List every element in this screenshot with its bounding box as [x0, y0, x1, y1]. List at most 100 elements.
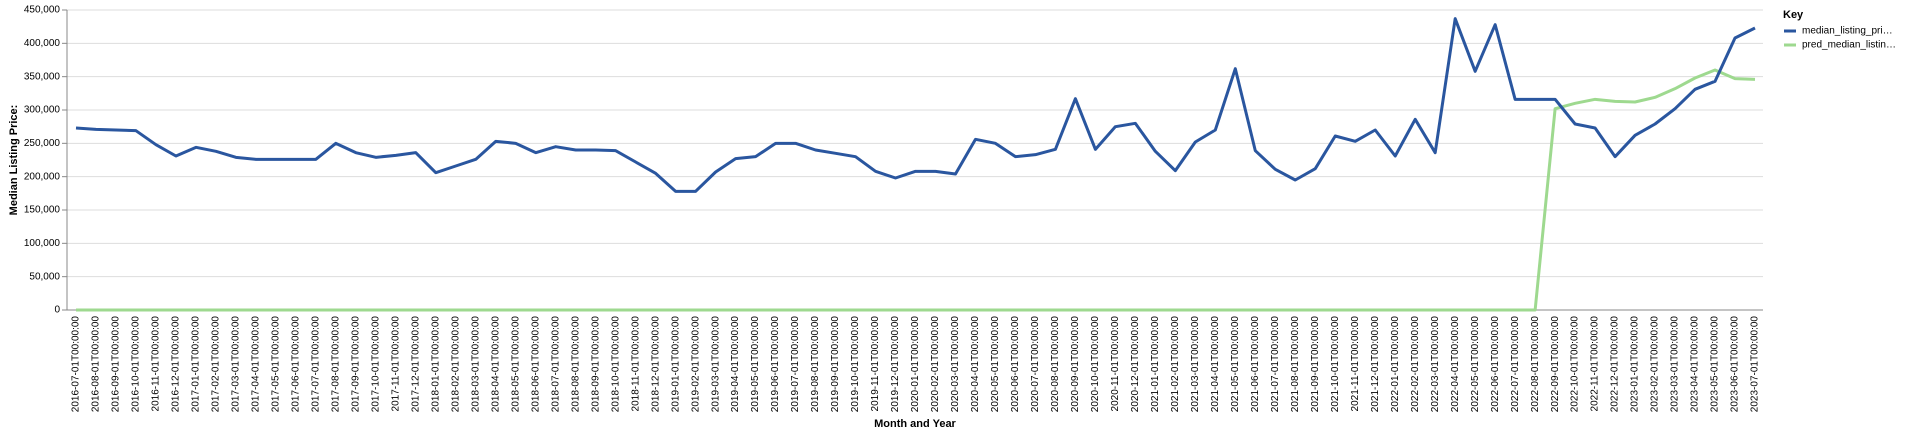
x-tick-label: 2020-02-01T00:00:00 — [930, 316, 941, 413]
y-tick-label: 250,000 — [24, 138, 61, 149]
x-tick-label: 2017-04-01T00:00:00 — [251, 316, 262, 413]
x-tick-label: 2020-11-01T00:00:00 — [1110, 316, 1121, 412]
x-tick-label: 2020-10-01T00:00:00 — [1090, 316, 1101, 413]
y-tick-label: 50,000 — [29, 271, 60, 282]
x-tick-label: 2017-11-01T00:00:00 — [390, 316, 401, 412]
x-tick-label: 2020-12-01T00:00:00 — [1130, 316, 1141, 413]
x-tick-label: 2019-04-01T00:00:00 — [730, 316, 741, 413]
x-tick-label: 2017-02-01T00:00:00 — [211, 316, 222, 413]
x-tick-label: 2022-02-01T00:00:00 — [1410, 316, 1421, 413]
x-tick-label: 2017-07-01T00:00:00 — [310, 316, 321, 413]
series-line — [76, 68, 1756, 312]
x-tick-label: 2016-10-01T00:00:00 — [131, 316, 142, 413]
x-tick-label: 2023-04-01T00:00:00 — [1690, 316, 1701, 413]
x-tick-label: 2019-03-01T00:00:00 — [710, 316, 721, 413]
legend-label: pred_median_listin… — [1802, 40, 1896, 51]
x-tick-label: 2020-08-01T00:00:00 — [1050, 316, 1061, 413]
x-tick-label: 2018-08-01T00:00:00 — [570, 316, 581, 413]
x-tick-label: 2020-05-01T00:00:00 — [990, 316, 1001, 413]
x-tick-label: 2022-01-01T00:00:00 — [1390, 316, 1401, 413]
x-tick-label: 2019-11-01T00:00:00 — [870, 316, 881, 412]
x-tick-label: 2022-03-01T00:00:00 — [1430, 316, 1441, 413]
x-tick-label: 2020-06-01T00:00:00 — [1010, 316, 1021, 413]
y-tick-label: 400,000 — [24, 38, 61, 49]
x-tick-label: 2023-03-01T00:00:00 — [1670, 316, 1681, 413]
x-tick-label: 2022-11-01T00:00:00 — [1590, 316, 1601, 412]
x-tick-label: 2016-08-01T00:00:00 — [91, 316, 102, 413]
x-tick-label: 2017-12-01T00:00:00 — [410, 316, 421, 413]
x-tick-label: 2020-09-01T00:00:00 — [1070, 316, 1081, 413]
x-tick-label: 2021-11-01T00:00:00 — [1350, 316, 1361, 412]
legend-label: median_listing_pri… — [1802, 26, 1893, 37]
x-tick-label: 2017-05-01T00:00:00 — [271, 316, 282, 413]
x-tick-label: 2020-01-01T00:00:00 — [910, 316, 921, 413]
x-tick-label: 2023-02-01T00:00:00 — [1650, 316, 1661, 413]
x-tick-label: 2023-06-01T00:00:00 — [1730, 316, 1741, 413]
x-tick-label: 2018-04-01T00:00:00 — [490, 316, 501, 413]
x-tick-label: 2018-01-01T00:00:00 — [430, 316, 441, 413]
x-tick-label: 2020-03-01T00:00:00 — [950, 316, 961, 413]
x-tick-label: 2016-09-01T00:00:00 — [111, 316, 122, 413]
x-tick-label: 2022-07-01T00:00:00 — [1510, 316, 1521, 413]
x-tick-label: 2016-12-01T00:00:00 — [171, 316, 182, 413]
x-tick-label: 2023-01-01T00:00:00 — [1630, 316, 1641, 413]
x-tick-label: 2018-09-01T00:00:00 — [590, 316, 601, 413]
x-tick-label: 2022-10-01T00:00:00 — [1570, 316, 1581, 413]
x-tick-label: 2019-01-01T00:00:00 — [670, 316, 681, 413]
x-tick-label: 2021-08-01T00:00:00 — [1290, 316, 1301, 413]
y-tick-label: 450,000 — [24, 5, 61, 16]
x-tick-label: 2021-06-01T00:00:00 — [1250, 316, 1261, 413]
x-tick-label: 2021-07-01T00:00:00 — [1270, 316, 1281, 413]
y-tick-label: 300,000 — [24, 105, 61, 116]
x-tick-label: 2023-05-01T00:00:00 — [1710, 316, 1721, 413]
x-tick-label: 2019-05-01T00:00:00 — [750, 316, 761, 413]
x-tick-label: 2022-06-01T00:00:00 — [1490, 316, 1501, 413]
x-tick-label: 2022-09-01T00:00:00 — [1550, 316, 1561, 413]
legend-title: Key — [1783, 9, 1804, 21]
x-tick-label: 2018-10-01T00:00:00 — [610, 316, 621, 413]
x-tick-label: 2018-03-01T00:00:00 — [470, 316, 481, 413]
x-tick-label: 2022-04-01T00:00:00 — [1450, 316, 1461, 413]
x-tick-label: 2017-06-01T00:00:00 — [291, 316, 302, 413]
x-tick-label: 2019-06-01T00:00:00 — [770, 316, 781, 413]
x-tick-label: 2019-09-01T00:00:00 — [830, 316, 841, 413]
x-tick-label: 2017-09-01T00:00:00 — [350, 316, 361, 413]
x-tick-label: 2018-06-01T00:00:00 — [530, 316, 541, 413]
x-tick-label: 2019-12-01T00:00:00 — [890, 316, 901, 413]
x-tick-label: 2019-08-01T00:00:00 — [810, 316, 821, 413]
x-tick-label: 2017-10-01T00:00:00 — [370, 316, 381, 413]
x-tick-label: 2016-11-01T00:00:00 — [151, 316, 162, 412]
x-tick-label: 2019-10-01T00:00:00 — [850, 316, 861, 413]
y-tick-label: 100,000 — [24, 238, 61, 249]
x-tick-label: 2021-02-01T00:00:00 — [1170, 316, 1181, 413]
x-tick-label: 2020-04-01T00:00:00 — [970, 316, 981, 413]
x-tick-label: 2022-08-01T00:00:00 — [1530, 316, 1541, 413]
x-tick-label: 2021-01-01T00:00:00 — [1150, 316, 1161, 413]
x-tick-label: 2018-12-01T00:00:00 — [650, 316, 661, 413]
series-line — [75, 17, 1756, 193]
x-tick-label: 2021-10-01T00:00:00 — [1330, 316, 1341, 413]
x-axis-title: Month and Year — [874, 418, 956, 430]
x-tick-label: 2021-12-01T00:00:00 — [1370, 316, 1381, 413]
x-tick-label: 2021-09-01T00:00:00 — [1310, 316, 1321, 413]
y-tick-label: 350,000 — [24, 71, 61, 82]
x-tick-label: 2019-07-01T00:00:00 — [790, 316, 801, 413]
y-tick-label: 0 — [54, 305, 60, 316]
y-tick-label: 200,000 — [24, 171, 61, 182]
x-tick-label: 2022-12-01T00:00:00 — [1610, 316, 1621, 413]
x-tick-label: 2021-03-01T00:00:00 — [1190, 316, 1201, 413]
x-tick-label: 2016-07-01T00:00:00 — [71, 316, 82, 413]
x-tick-label: 2022-05-01T00:00:00 — [1470, 316, 1481, 413]
x-tick-label: 2018-02-01T00:00:00 — [450, 316, 461, 413]
x-tick-label: 2020-07-01T00:00:00 — [1030, 316, 1041, 413]
x-tick-label: 2021-04-01T00:00:00 — [1210, 316, 1221, 413]
x-tick-label: 2017-03-01T00:00:00 — [231, 316, 242, 413]
x-tick-label: 2017-01-01T00:00:00 — [191, 316, 202, 413]
x-tick-label: 2018-07-01T00:00:00 — [550, 316, 561, 413]
x-tick-label: 2023-07-01T00:00:00 — [1750, 316, 1761, 413]
x-tick-label: 2019-02-01T00:00:00 — [690, 316, 701, 413]
x-tick-label: 2017-08-01T00:00:00 — [330, 316, 341, 413]
x-tick-label: 2018-11-01T00:00:00 — [630, 316, 641, 412]
x-tick-label: 2018-05-01T00:00:00 — [510, 316, 521, 413]
